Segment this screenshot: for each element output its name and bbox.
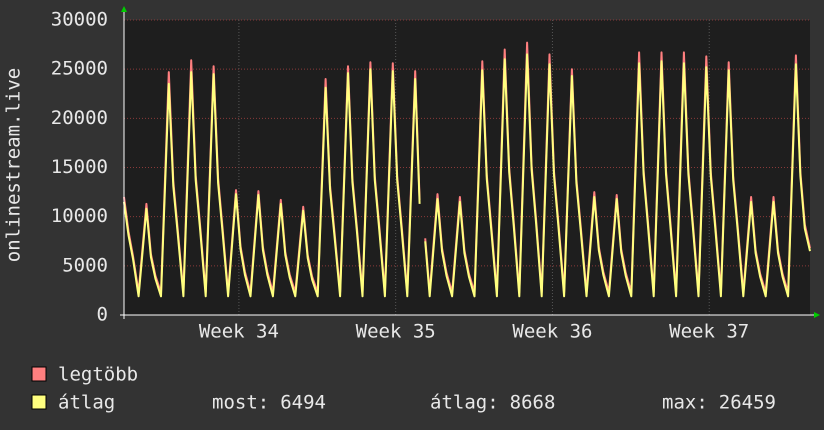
- legend-swatch: [31, 394, 47, 410]
- x-tick-label: Week 36: [512, 321, 592, 343]
- y-axis-label: onlinestream.live: [3, 68, 25, 262]
- stat-value: 8668: [510, 392, 556, 414]
- x-arrow: [814, 312, 820, 318]
- y-tick-label: 20000: [51, 107, 108, 129]
- y-tick-label: 25000: [51, 58, 108, 80]
- legend-swatch: [31, 366, 47, 382]
- stat-label: max:: [662, 392, 708, 414]
- stat-label: átlag:: [430, 392, 499, 414]
- stat-label: most:: [212, 392, 269, 414]
- stat-value: 26459: [719, 392, 776, 414]
- y-tick-label: 30000: [51, 9, 108, 31]
- x-tick-label: Week 37: [669, 321, 749, 343]
- x-tick-label: Week 34: [199, 321, 279, 343]
- y-tick-label: 0: [97, 304, 108, 326]
- legend-label: átlag: [58, 392, 115, 414]
- y-tick-label: 15000: [51, 156, 108, 178]
- y-tick-label: 10000: [51, 205, 108, 227]
- x-tick-label: Week 35: [356, 321, 436, 343]
- stat-value: 6494: [280, 392, 326, 414]
- y-tick-label: 5000: [62, 254, 108, 276]
- legend-label: legtöbb: [58, 364, 138, 386]
- series-line: [123, 53, 811, 298]
- y-arrow: [121, 6, 127, 12]
